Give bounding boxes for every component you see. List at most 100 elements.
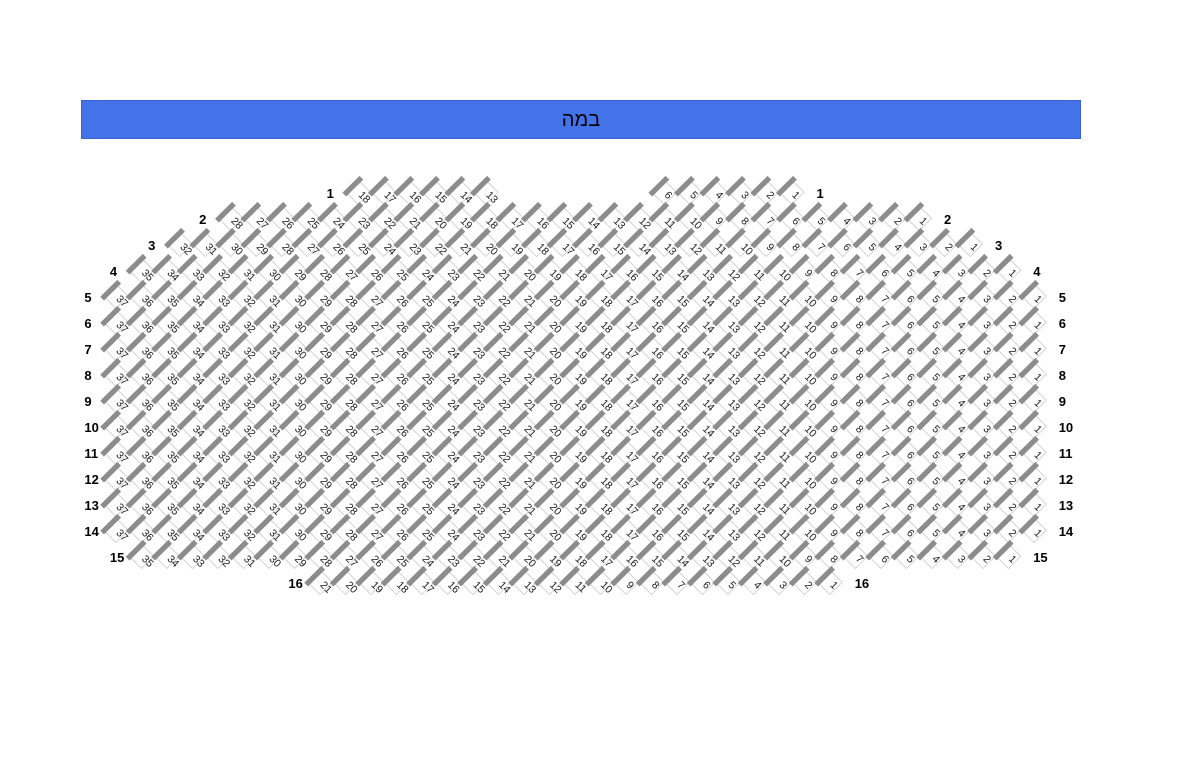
svg-text:4: 4: [955, 371, 968, 384]
svg-text:8: 8: [853, 319, 866, 332]
svg-text:4: 4: [955, 293, 968, 306]
svg-text:3: 3: [866, 215, 879, 228]
svg-text:4: 4: [955, 397, 968, 410]
svg-text:9: 9: [828, 449, 841, 462]
svg-text:8: 8: [649, 579, 662, 592]
svg-text:6: 6: [904, 371, 917, 384]
svg-text:5: 5: [930, 527, 943, 540]
svg-text:6: 6: [904, 397, 917, 410]
svg-text:1: 1: [1032, 319, 1045, 332]
svg-text:5: 5: [930, 423, 943, 436]
svg-text:5: 5: [930, 501, 943, 514]
svg-text:7: 7: [853, 553, 866, 566]
svg-text:6: 6: [840, 241, 853, 254]
svg-text:5: 5: [687, 189, 700, 202]
svg-text:1: 1: [1032, 501, 1045, 514]
svg-text:7: 7: [879, 345, 892, 358]
svg-text:1: 1: [1006, 553, 1019, 566]
svg-text:2: 2: [1006, 371, 1019, 384]
svg-text:3: 3: [955, 553, 968, 566]
svg-text:9: 9: [764, 241, 777, 254]
svg-text:3: 3: [981, 397, 994, 410]
svg-text:8: 8: [828, 267, 841, 280]
svg-text:6: 6: [904, 345, 917, 358]
svg-text:6: 6: [904, 423, 917, 436]
svg-text:5: 5: [930, 397, 943, 410]
svg-text:9: 9: [828, 423, 841, 436]
svg-text:6: 6: [904, 475, 917, 488]
svg-text:1: 1: [1032, 475, 1045, 488]
svg-text:3: 3: [981, 371, 994, 384]
svg-text:4: 4: [751, 579, 764, 592]
svg-text:2: 2: [1006, 449, 1019, 462]
svg-text:5: 5: [930, 293, 943, 306]
svg-text:5: 5: [866, 241, 879, 254]
svg-text:2: 2: [764, 189, 777, 202]
svg-text:7: 7: [879, 449, 892, 462]
svg-text:3: 3: [955, 267, 968, 280]
svg-text:9: 9: [802, 553, 815, 566]
svg-text:6: 6: [789, 215, 802, 228]
svg-text:2: 2: [1006, 345, 1019, 358]
svg-text:5: 5: [930, 345, 943, 358]
svg-text:2: 2: [1006, 397, 1019, 410]
svg-text:1: 1: [789, 189, 802, 202]
svg-text:6: 6: [904, 319, 917, 332]
svg-text:3: 3: [981, 449, 994, 462]
svg-text:5: 5: [904, 267, 917, 280]
svg-text:4: 4: [891, 241, 904, 254]
svg-text:8: 8: [738, 215, 751, 228]
svg-text:7: 7: [879, 293, 892, 306]
svg-text:9: 9: [828, 397, 841, 410]
svg-text:9: 9: [828, 345, 841, 358]
svg-text:6: 6: [904, 293, 917, 306]
svg-text:1: 1: [1032, 527, 1045, 540]
svg-text:8: 8: [853, 501, 866, 514]
svg-text:1: 1: [828, 579, 841, 592]
svg-text:5: 5: [930, 475, 943, 488]
svg-text:3: 3: [981, 319, 994, 332]
svg-text:9: 9: [713, 215, 726, 228]
svg-text:7: 7: [879, 501, 892, 514]
svg-text:4: 4: [713, 189, 726, 202]
svg-text:2: 2: [1006, 319, 1019, 332]
svg-text:1: 1: [1006, 267, 1019, 280]
svg-text:6: 6: [904, 501, 917, 514]
svg-text:1: 1: [1032, 397, 1045, 410]
svg-text:6: 6: [700, 579, 713, 592]
svg-text:3: 3: [981, 293, 994, 306]
svg-text:2: 2: [942, 241, 955, 254]
svg-text:7: 7: [675, 579, 688, 592]
svg-text:8: 8: [853, 293, 866, 306]
svg-text:9: 9: [828, 293, 841, 306]
svg-text:3: 3: [738, 189, 751, 202]
svg-text:9: 9: [828, 475, 841, 488]
svg-text:1: 1: [1032, 423, 1045, 436]
svg-text:9: 9: [802, 267, 815, 280]
svg-text:3: 3: [981, 345, 994, 358]
svg-text:7: 7: [764, 215, 777, 228]
svg-text:4: 4: [930, 553, 943, 566]
svg-text:7: 7: [879, 397, 892, 410]
svg-text:1: 1: [1032, 449, 1045, 462]
svg-text:1: 1: [1032, 293, 1045, 306]
svg-text:2: 2: [1006, 501, 1019, 514]
svg-text:7: 7: [879, 475, 892, 488]
svg-text:7: 7: [879, 527, 892, 540]
svg-text:6: 6: [662, 189, 675, 202]
svg-text:5: 5: [726, 579, 739, 592]
svg-text:7: 7: [879, 319, 892, 332]
svg-text:2: 2: [1006, 423, 1019, 436]
svg-text:8: 8: [853, 449, 866, 462]
svg-text:4: 4: [955, 527, 968, 540]
svg-text:8: 8: [853, 423, 866, 436]
svg-text:7: 7: [879, 423, 892, 436]
svg-text:5: 5: [930, 449, 943, 462]
svg-text:8: 8: [853, 371, 866, 384]
svg-text:6: 6: [879, 553, 892, 566]
svg-text:2: 2: [1006, 527, 1019, 540]
svg-text:2: 2: [1006, 475, 1019, 488]
svg-text:8: 8: [853, 345, 866, 358]
svg-text:1: 1: [968, 241, 981, 254]
svg-text:9: 9: [624, 579, 637, 592]
